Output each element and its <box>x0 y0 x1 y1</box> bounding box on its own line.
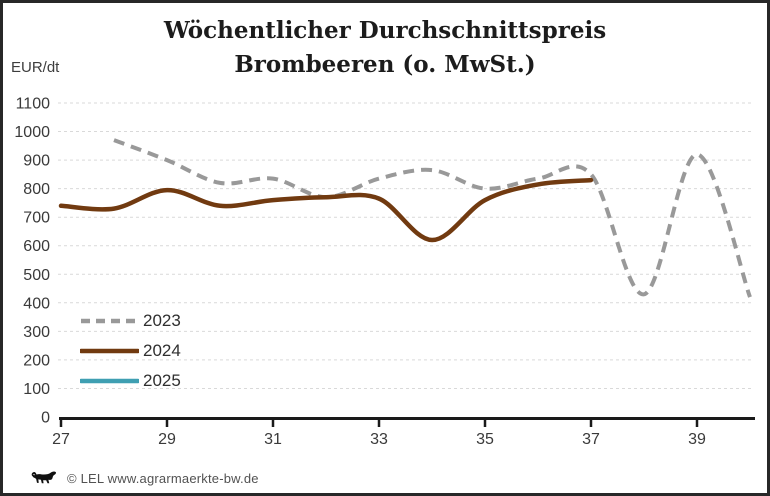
baden-wuerttemberg-lion-icon <box>31 471 57 484</box>
chart-title-line1: Wöchentlicher Durchschnittspreis <box>163 17 607 44</box>
y-tick-label-100: 100 <box>23 381 50 398</box>
y-tick-label-300: 300 <box>23 324 50 341</box>
y-tick-label-0: 0 <box>41 410 50 427</box>
legend-swatch-solid-icon <box>80 348 139 354</box>
chart-legend: 2023 2024 2025 <box>80 306 181 396</box>
legend-label-2025: 2025 <box>143 371 181 390</box>
y-tick-label-700: 700 <box>23 210 50 227</box>
chart-title: Wöchentlicher Durchschnittspreis Brombee… <box>3 14 767 82</box>
legend-item-2025: 2025 <box>80 366 181 396</box>
footer: © LEL www.agrarmaerkte-bw.de <box>30 470 259 486</box>
x-tick-label-29: 29 <box>158 431 176 448</box>
y-tick-label-600: 600 <box>23 238 50 255</box>
legend-item-2024: 2024 <box>80 336 181 366</box>
series-line-2024 <box>58 177 594 243</box>
y-tick-label-900: 900 <box>23 153 50 170</box>
y-tick-label-200: 200 <box>23 352 50 369</box>
legend-swatch-solid-icon <box>80 378 139 384</box>
legend-label-2024: 2024 <box>143 341 181 360</box>
line-chart-plot-area: 0 100 200 300 400 500 600 700 800 900 1000 1100 27 29… <box>14 96 755 448</box>
y-tick-label-1100: 1100 <box>16 96 51 113</box>
legend-swatch-dashed-icon <box>81 318 138 324</box>
y-tick-label-500: 500 <box>23 267 50 284</box>
x-tick-label-31: 31 <box>264 431 282 448</box>
chart-title-line2: Brombeeren (o. MwSt.) <box>234 51 536 78</box>
y-tick-label-800: 800 <box>23 181 50 198</box>
x-tick-label-35: 35 <box>476 431 494 448</box>
x-tick-label-39: 39 <box>688 431 706 448</box>
copyright-text: © LEL www.agrarmaerkte-bw.de <box>67 470 259 486</box>
y-tick-label-1000: 1000 <box>14 124 50 141</box>
legend-item-2023: 2023 <box>80 306 181 336</box>
legend-label-2023: 2023 <box>143 311 181 330</box>
x-tick-label-37: 37 <box>582 431 600 448</box>
x-tick-label-33: 33 <box>370 431 388 448</box>
x-tick-label-27: 27 <box>52 431 70 448</box>
series-line-2023 <box>113 138 752 298</box>
y-axis-unit-label: EUR/dt <box>11 59 60 76</box>
y-tick-label-400: 400 <box>23 295 50 312</box>
